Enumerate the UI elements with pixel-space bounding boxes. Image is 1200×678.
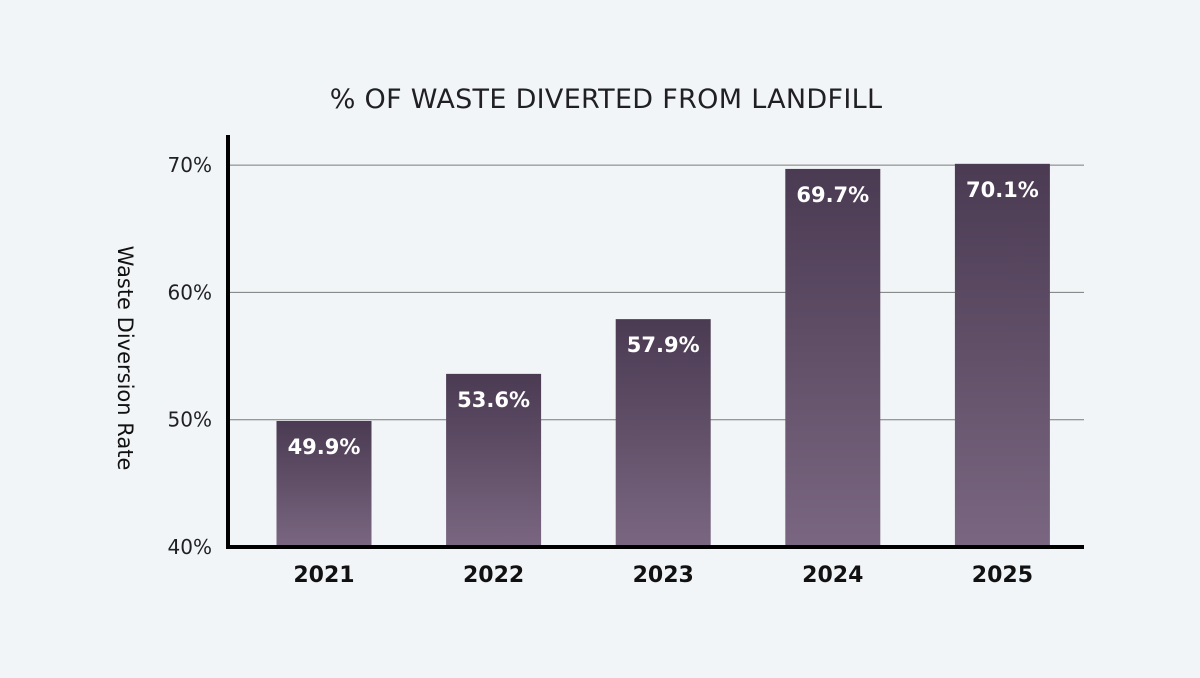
bar: [954, 163, 1050, 547]
x-tick-label: 2023: [633, 563, 694, 588]
bar: [276, 420, 372, 547]
y-tick-label: 50%: [168, 408, 212, 432]
chart-title: % OF WASTE DIVERTED FROM LANDFILL: [330, 84, 883, 115]
y-tick-labels: 40% 50% 60% 70%: [168, 153, 212, 559]
bar-value-label: 69.7%: [796, 183, 869, 207]
x-tick-label: 2022: [463, 563, 524, 588]
bar-value-label: 57.9%: [627, 333, 700, 357]
x-tick-label: 2025: [972, 563, 1033, 588]
x-tick-labels: 2021 2022 2023 2024 2025: [293, 563, 1033, 588]
y-tick-label: 40%: [168, 535, 212, 559]
y-tick-label: 60%: [168, 280, 212, 304]
y-tick-label: 70%: [168, 153, 212, 177]
bar: [785, 168, 881, 547]
bar-value-label: 53.6%: [457, 388, 530, 412]
x-tick-label: 2021: [293, 563, 354, 588]
y-axis-label: Waste Diversion Rate: [113, 246, 137, 471]
bar-value-label: 70.1%: [966, 178, 1039, 202]
bars: 49.9% 53.6% 57.9% 69.7% 70.1%: [276, 163, 1050, 547]
bar: [615, 319, 711, 547]
bar: [446, 373, 542, 547]
x-tick-label: 2024: [802, 563, 863, 588]
bar-value-label: 49.9%: [288, 435, 361, 459]
